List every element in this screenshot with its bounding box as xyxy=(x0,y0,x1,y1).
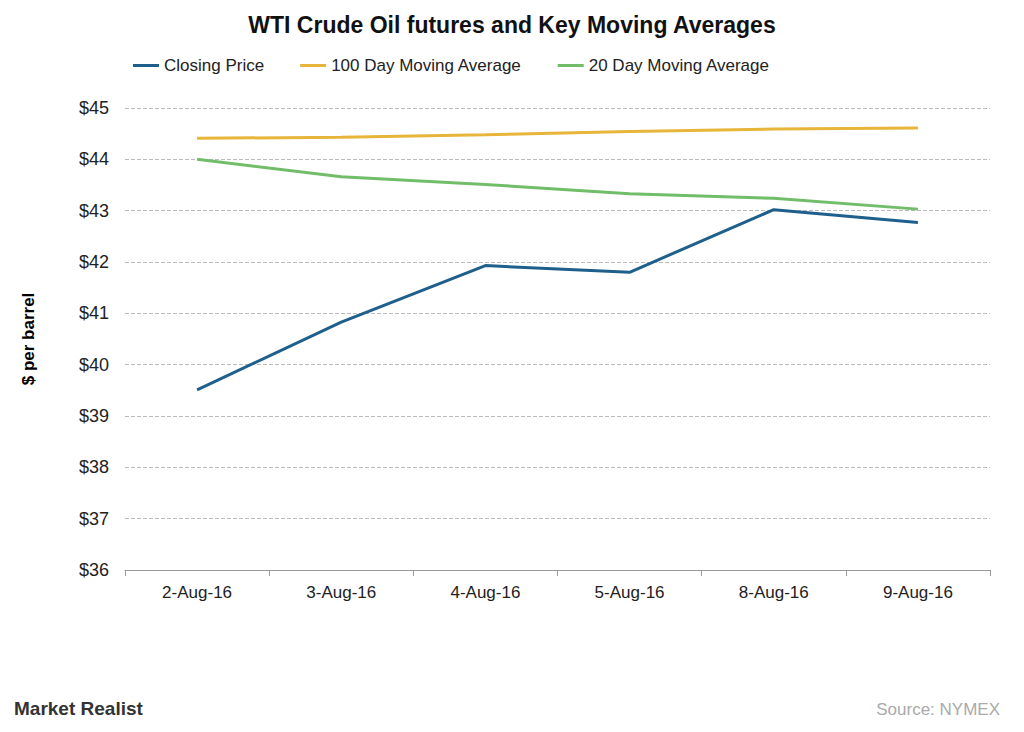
svg-text:$37: $37 xyxy=(79,509,109,529)
svg-text:4-Aug-16: 4-Aug-16 xyxy=(450,583,520,602)
svg-text:100 Day Moving Average: 100 Day Moving Average xyxy=(331,56,521,75)
svg-text:9-Aug-16: 9-Aug-16 xyxy=(883,583,953,602)
svg-text:$ per barrel: $ per barrel xyxy=(19,293,38,386)
svg-text:$40: $40 xyxy=(79,355,109,375)
svg-text:$38: $38 xyxy=(79,457,109,477)
svg-text:20 Day Moving Average: 20 Day Moving Average xyxy=(589,56,769,75)
svg-text:$36: $36 xyxy=(79,560,109,580)
svg-text:8-Aug-16: 8-Aug-16 xyxy=(739,583,809,602)
svg-text:Closing Price: Closing Price xyxy=(164,56,264,75)
svg-text:$41: $41 xyxy=(79,303,109,323)
svg-text:Market Realist: Market Realist xyxy=(14,698,144,719)
svg-text:$45: $45 xyxy=(79,98,109,118)
svg-text:2-Aug-16: 2-Aug-16 xyxy=(162,583,232,602)
svg-text:$43: $43 xyxy=(79,201,109,221)
svg-text:$39: $39 xyxy=(79,406,109,426)
svg-text:$44: $44 xyxy=(79,149,109,169)
svg-text:WTI Crude Oil futures and Key: WTI Crude Oil futures and Key Moving Ave… xyxy=(248,12,775,38)
svg-text:5-Aug-16: 5-Aug-16 xyxy=(595,583,665,602)
svg-text:3-Aug-16: 3-Aug-16 xyxy=(306,583,376,602)
svg-text:$42: $42 xyxy=(79,252,109,272)
svg-text:Source: NYMEX: Source: NYMEX xyxy=(876,700,1000,719)
